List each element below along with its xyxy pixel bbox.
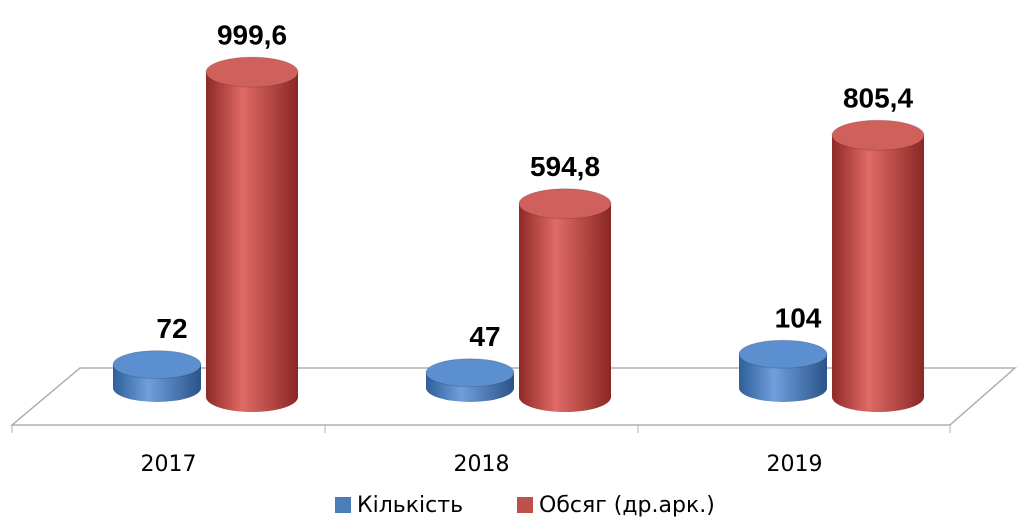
legend-label: Кількість <box>357 493 463 518</box>
cylinder-top <box>205 56 299 88</box>
cylinder <box>832 135 924 412</box>
legend-swatch <box>517 497 533 513</box>
cylinder-top <box>112 350 202 380</box>
cylinder-top <box>738 339 828 369</box>
value-label: 999,6 <box>217 20 287 51</box>
cylinder <box>519 203 611 412</box>
cylinder-top <box>518 188 612 220</box>
x-tick-label: 2017 <box>141 452 197 477</box>
legend-label: Обсяг (др.арк.) <box>539 493 715 518</box>
legend-swatch <box>335 497 351 513</box>
x-tick-label: 2019 <box>767 452 823 477</box>
x-tick-label: 2018 <box>454 452 510 477</box>
cylinder <box>206 72 298 412</box>
floor <box>9 367 1017 426</box>
value-label: 47 <box>469 321 500 352</box>
value-label: 594,8 <box>530 151 600 182</box>
value-label: 72 <box>156 313 187 344</box>
value-label: 805,4 <box>843 83 913 114</box>
cylinder-top <box>831 119 925 151</box>
cylinder-top <box>425 358 515 388</box>
value-label: 104 <box>775 303 822 334</box>
